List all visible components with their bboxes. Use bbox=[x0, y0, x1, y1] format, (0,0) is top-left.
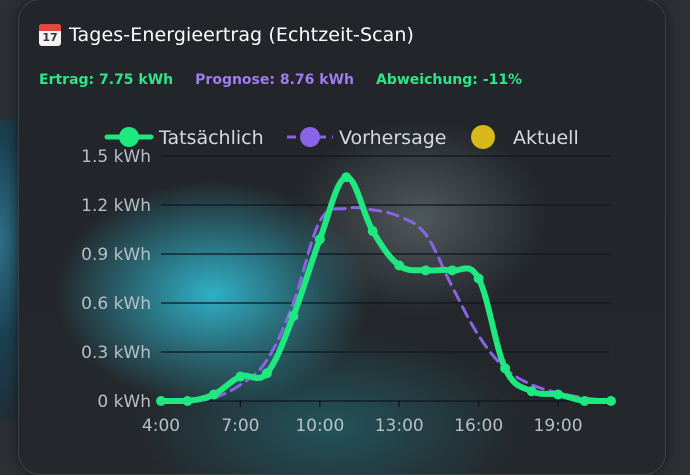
y-tick-label: 0 kWh bbox=[97, 392, 151, 412]
x-tick-label: 7:00 bbox=[221, 416, 259, 436]
forecast-layer bbox=[159, 205, 613, 403]
grid-layer bbox=[160, 155, 611, 407]
actual-point bbox=[261, 368, 272, 379]
actual-point bbox=[447, 265, 458, 276]
actual-point bbox=[553, 389, 564, 400]
card-title: Tages-Energieertrag (Echtzeit-Scan) bbox=[69, 24, 415, 46]
axis-layer: 0 kWh 0.3 kWh 0.6 kWh 0.9 kWh 1.2 kWh 1.5 kWh… bbox=[81, 147, 582, 436]
actual-point bbox=[156, 396, 166, 406]
stat-abweichung: Abweichung: -11% bbox=[375, 72, 523, 88]
legend-item-aktuell: Aktuell bbox=[471, 125, 579, 149]
actual-point bbox=[500, 363, 511, 374]
y-tick-label: 1.5 kWh bbox=[81, 147, 151, 167]
legend-item-vorhersage: Vorhersage bbox=[287, 127, 446, 149]
legend-swatch-dot bbox=[119, 127, 139, 147]
actual-point bbox=[182, 396, 193, 406]
actual-point bbox=[394, 260, 405, 271]
actual-point bbox=[473, 273, 484, 284]
actual-point bbox=[579, 396, 590, 406]
actual-layer bbox=[156, 172, 616, 406]
actual-point bbox=[367, 226, 378, 237]
y-tick-label: 1.2 kWh bbox=[81, 196, 151, 216]
x-tick-label: 10:00 bbox=[295, 416, 344, 436]
y-tick-label: 0.6 kWh bbox=[81, 294, 151, 314]
calendar-icon: 17 bbox=[39, 24, 61, 46]
chart-legend: Tatsächlich Vorhersage Aktuell bbox=[104, 125, 579, 149]
actual-point bbox=[526, 386, 537, 397]
card-header: 17 Tages-Energieertrag (Echtzeit-Scan) bbox=[39, 24, 414, 46]
legend-swatch-dot bbox=[471, 125, 495, 149]
legend-label: Vorhersage bbox=[339, 127, 446, 149]
energy-chart: 0 kWh 0.3 kWh 0.6 kWh 0.9 kWh 1.2 kWh 1.5 kWh… bbox=[81, 125, 616, 436]
actual-point bbox=[235, 371, 246, 382]
legend-item-tatsächlich: Tatsächlich bbox=[104, 127, 264, 149]
actual-point bbox=[288, 311, 299, 322]
energy-card: 17 Tages-Energieertrag (Echtzeit-Scan) E… bbox=[18, 0, 666, 475]
forecast-line bbox=[159, 205, 613, 403]
x-tick-label: 16:00 bbox=[454, 416, 503, 436]
x-tick-label: 19:00 bbox=[534, 416, 583, 436]
x-tick-label: 13:00 bbox=[375, 416, 424, 436]
y-tick-label: 0.9 kWh bbox=[81, 245, 151, 265]
stat-ertrag: Ertrag: 7.75 kWh bbox=[39, 72, 174, 88]
legend-label: Aktuell bbox=[513, 127, 579, 149]
stats-row: Ertrag: 7.75 kWh Prognose: 8.76 kWh Abwe… bbox=[39, 72, 522, 88]
y-tick-label: 0.3 kWh bbox=[81, 343, 151, 363]
actual-point bbox=[208, 389, 219, 400]
actual-point bbox=[420, 265, 431, 276]
actual-point bbox=[341, 172, 352, 183]
legend-label: Tatsächlich bbox=[158, 127, 264, 149]
legend-swatch-dot bbox=[300, 127, 320, 147]
actual-point bbox=[314, 234, 325, 245]
actual-line bbox=[158, 174, 614, 404]
actual-point bbox=[606, 396, 616, 406]
x-tick-label: 4:00 bbox=[142, 416, 180, 436]
stat-prognose: Prognose: 8.76 kWh bbox=[195, 72, 354, 88]
